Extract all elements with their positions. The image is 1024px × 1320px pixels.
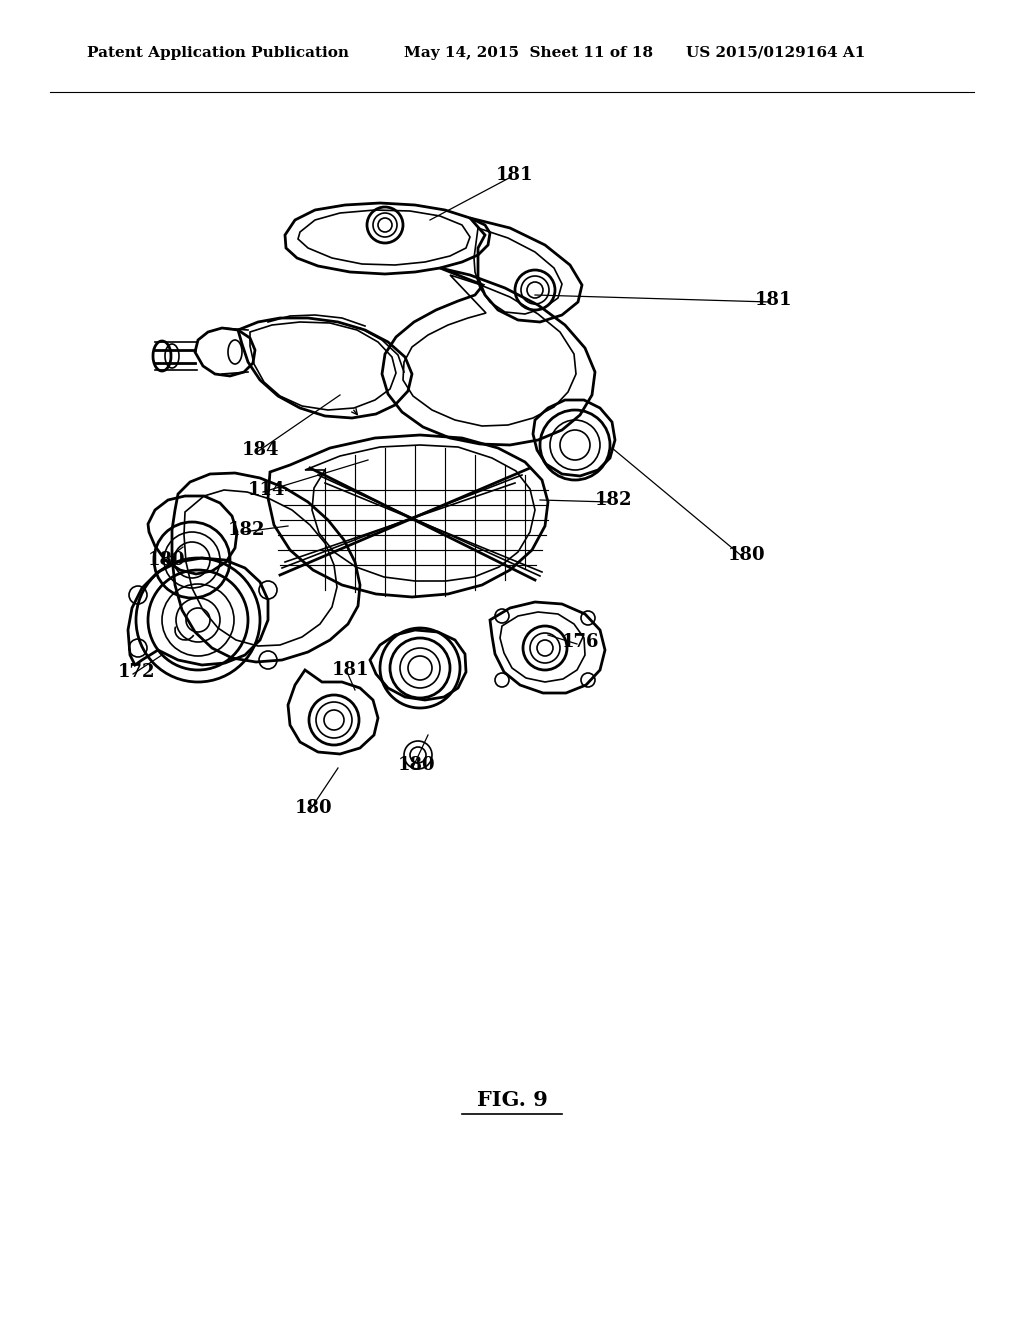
Text: 114: 114 [248, 480, 286, 499]
Text: FIG. 9: FIG. 9 [476, 1090, 548, 1110]
Text: 180: 180 [148, 550, 185, 569]
Text: US 2015/0129164 A1: US 2015/0129164 A1 [686, 46, 865, 59]
Text: 181: 181 [332, 661, 370, 678]
Text: May 14, 2015  Sheet 11 of 18: May 14, 2015 Sheet 11 of 18 [404, 46, 653, 59]
Text: 172: 172 [118, 663, 156, 681]
Text: 181: 181 [755, 290, 793, 309]
Text: 182: 182 [228, 521, 265, 539]
Text: 184: 184 [242, 441, 280, 459]
Text: Patent Application Publication: Patent Application Publication [87, 46, 349, 59]
Text: 180: 180 [295, 799, 333, 817]
Text: 180: 180 [398, 756, 435, 774]
Text: 182: 182 [595, 491, 633, 510]
Text: 180: 180 [728, 546, 766, 564]
Text: 181: 181 [496, 166, 534, 183]
Text: 176: 176 [562, 634, 599, 651]
